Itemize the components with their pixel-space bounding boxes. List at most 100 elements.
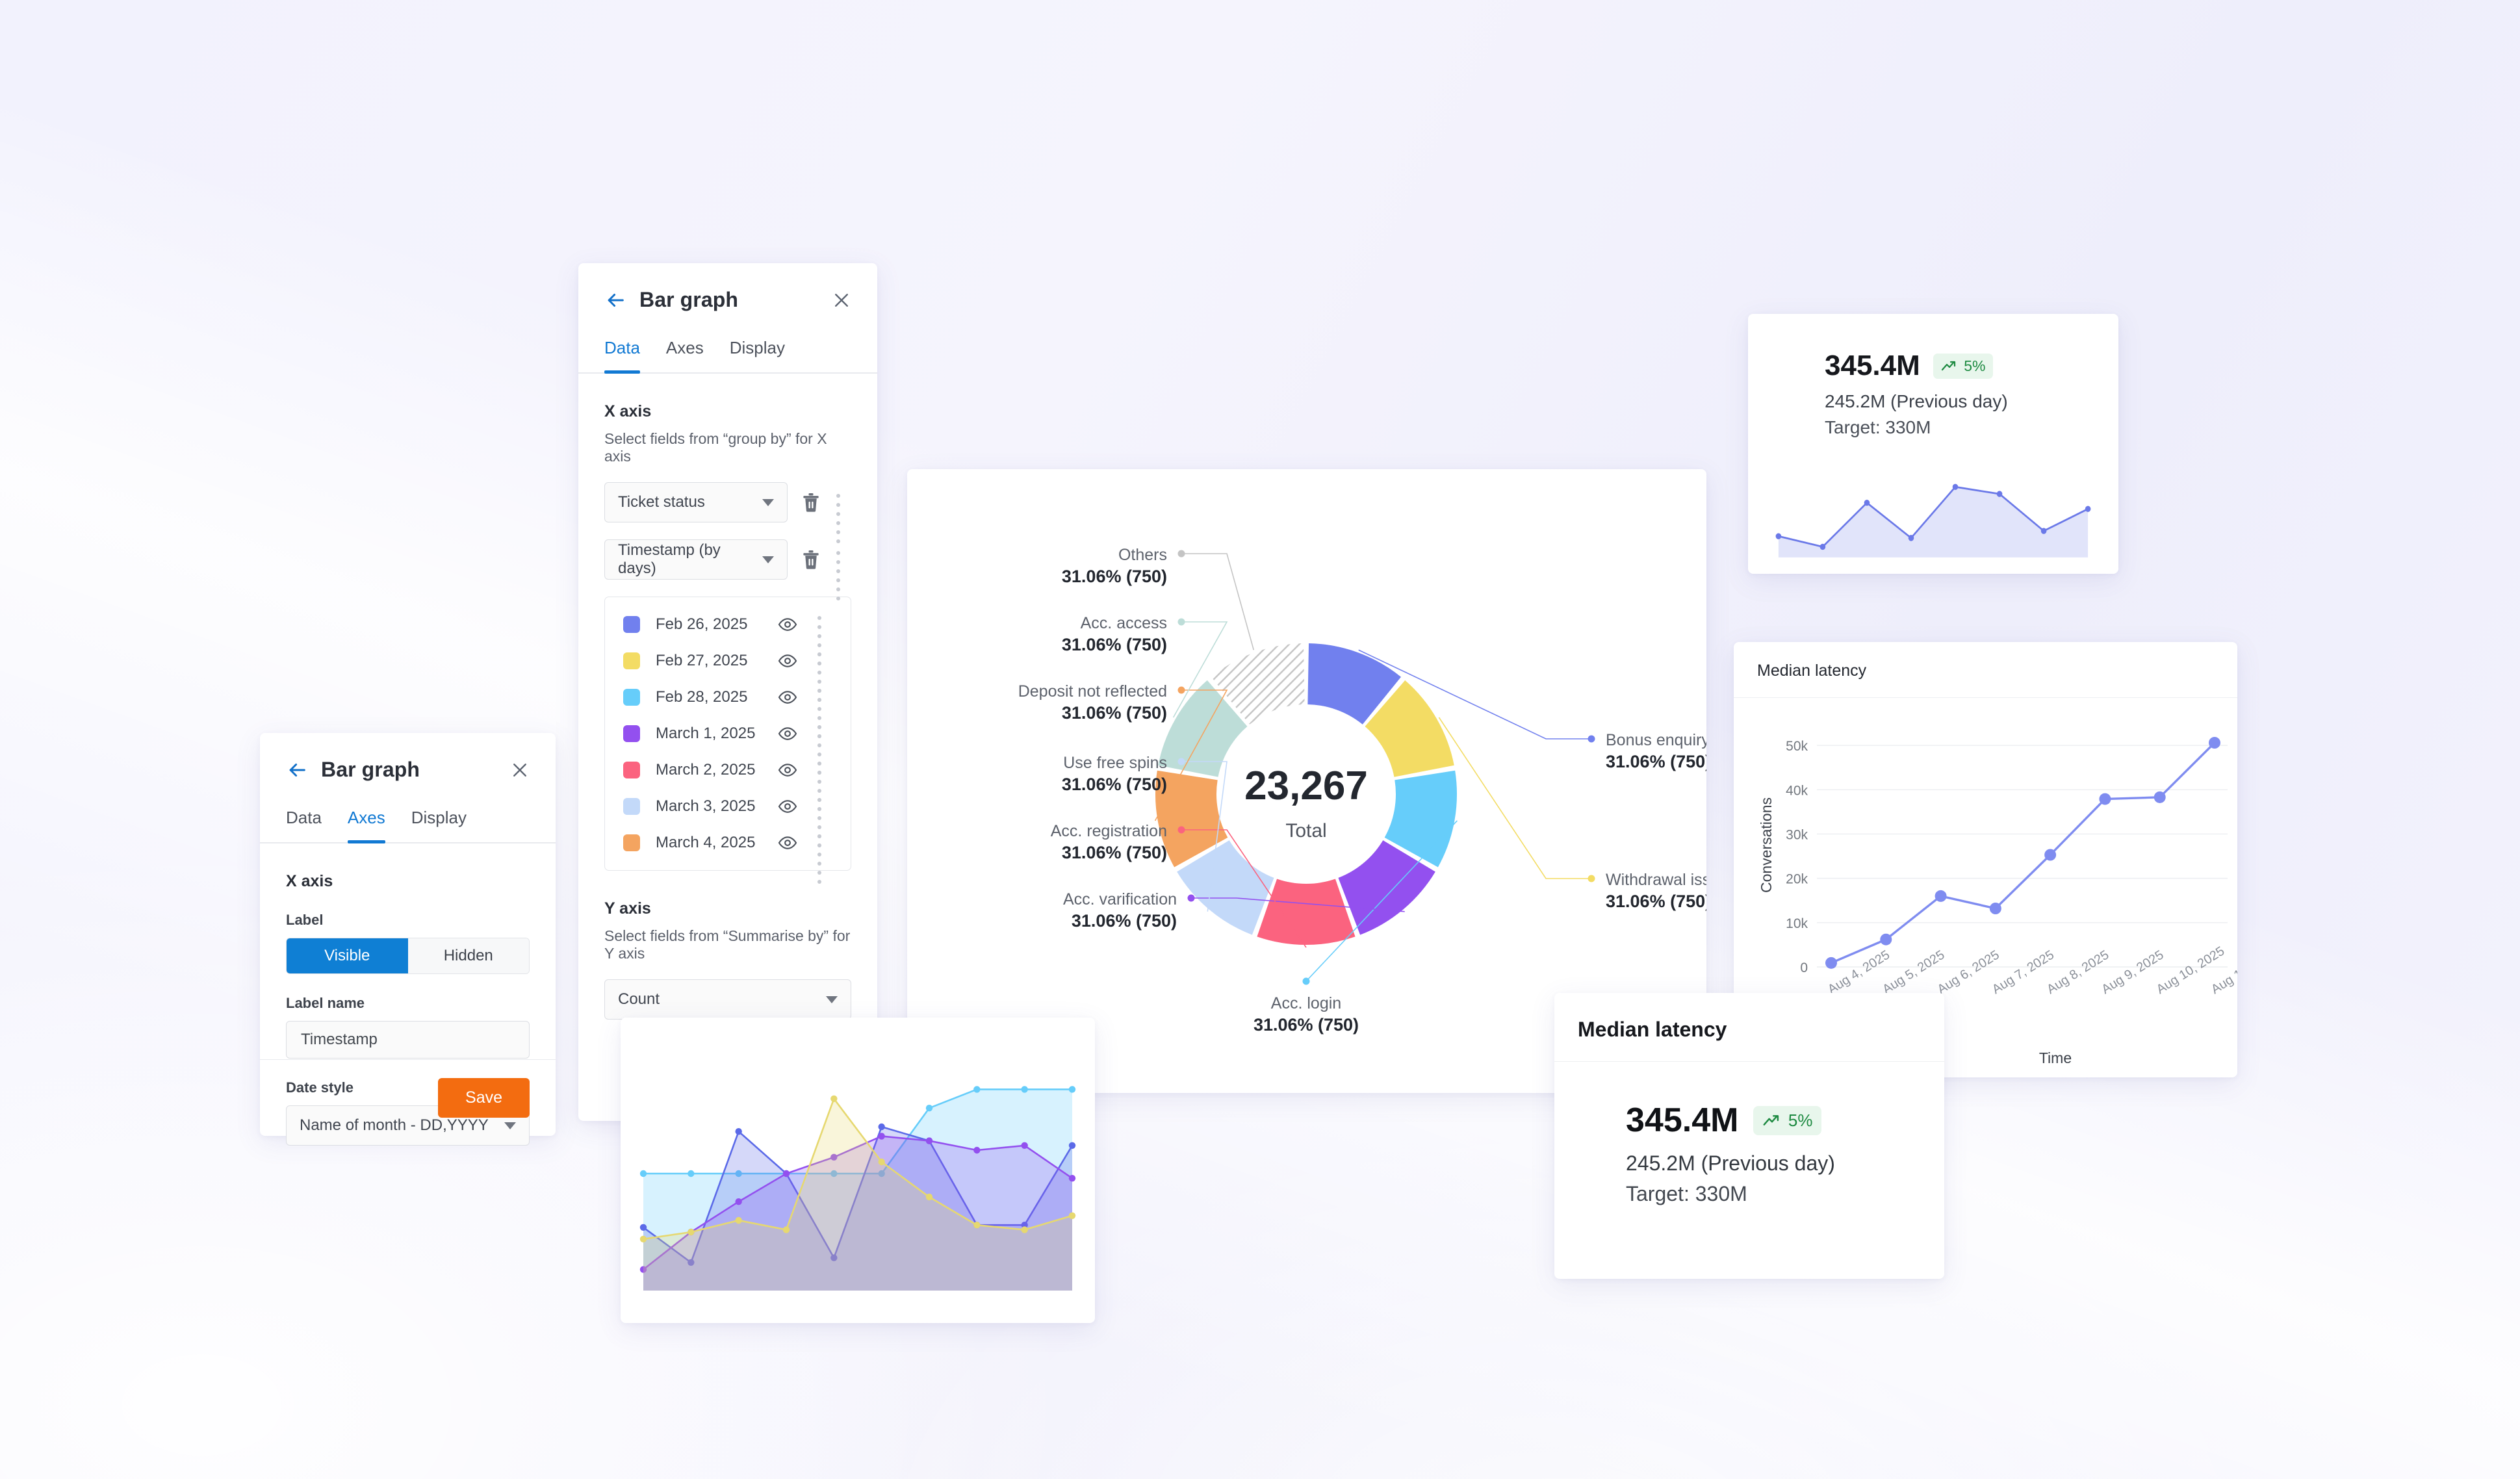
data-point[interactable] [830, 1254, 838, 1261]
drag-handle-icon[interactable] [814, 832, 832, 884]
data-point[interactable] [1864, 499, 1870, 506]
donut-slice[interactable] [1155, 770, 1228, 868]
data-point[interactable] [1819, 543, 1826, 550]
donut-slice[interactable] [1384, 770, 1457, 868]
eye-icon[interactable] [778, 654, 797, 668]
data-point[interactable] [1952, 483, 1959, 490]
eye-icon[interactable] [778, 727, 797, 741]
donut-slice[interactable] [1338, 840, 1435, 935]
tab-axes[interactable]: Axes [347, 808, 385, 843]
data-point[interactable] [830, 1095, 838, 1102]
data-point[interactable] [735, 1170, 742, 1177]
eye-icon[interactable] [778, 799, 797, 814]
data-point[interactable] [1935, 890, 1947, 902]
data-point[interactable] [639, 1235, 647, 1242]
donut-slice[interactable] [1211, 643, 1305, 725]
data-point[interactable] [973, 1222, 981, 1229]
data-point[interactable] [2085, 506, 2091, 512]
eye-icon[interactable] [778, 617, 797, 632]
data-point[interactable] [1068, 1212, 1076, 1219]
data-point[interactable] [1021, 1222, 1028, 1229]
data-point[interactable] [639, 1170, 647, 1177]
eye-icon[interactable] [778, 763, 797, 777]
tab-display[interactable]: Display [729, 338, 785, 357]
data-point[interactable] [1068, 1142, 1076, 1149]
data-point[interactable] [1825, 957, 1837, 969]
donut-slice[interactable] [1307, 643, 1402, 725]
data-point[interactable] [735, 1128, 742, 1135]
donut-slice[interactable] [1158, 680, 1248, 777]
data-point[interactable] [878, 1170, 885, 1177]
data-point[interactable] [1068, 1086, 1076, 1093]
data-point[interactable] [973, 1086, 981, 1093]
data-point[interactable] [1908, 535, 1914, 541]
data-point[interactable] [830, 1170, 838, 1177]
x-field-select-1[interactable]: Ticket status [604, 482, 788, 522]
donut-slice[interactable] [1257, 879, 1356, 945]
data-point[interactable] [688, 1228, 695, 1236]
data-point[interactable] [1996, 491, 2003, 497]
data-point[interactable] [1021, 1226, 1028, 1233]
trash-icon[interactable] [802, 492, 820, 513]
tab-data[interactable]: Data [604, 338, 640, 374]
drag-handle-icon[interactable] [814, 686, 832, 738]
data-point[interactable] [688, 1259, 695, 1266]
save-button[interactable]: Save [438, 1078, 530, 1118]
label-name-input[interactable]: Timestamp [286, 1021, 530, 1059]
drag-handle-icon[interactable] [814, 723, 832, 775]
close-icon[interactable] [832, 290, 851, 310]
list-item[interactable]: March 4, 2025 [608, 825, 848, 884]
list-item[interactable]: March 3, 2025 [608, 788, 848, 847]
close-icon[interactable] [510, 760, 530, 780]
data-point[interactable] [973, 1146, 981, 1154]
data-point[interactable] [925, 1137, 933, 1144]
list-item[interactable]: March 1, 2025 [608, 715, 848, 775]
data-point[interactable] [735, 1216, 742, 1224]
data-point[interactable] [639, 1224, 647, 1231]
list-item[interactable]: Feb 28, 2025 [608, 679, 848, 738]
data-point[interactable] [878, 1133, 885, 1140]
data-point[interactable] [830, 1153, 838, 1161]
drag-handle-icon[interactable] [814, 613, 832, 665]
data-point[interactable] [782, 1226, 790, 1233]
data-point[interactable] [2154, 791, 2166, 803]
data-point[interactable] [782, 1170, 790, 1177]
tab-data[interactable]: Data [286, 808, 322, 827]
data-point[interactable] [639, 1266, 647, 1273]
drag-handle-icon[interactable] [814, 759, 832, 811]
list-item[interactable]: Feb 27, 2025 [608, 643, 848, 702]
data-point[interactable] [1021, 1086, 1028, 1093]
y-field-select[interactable]: Count [604, 979, 851, 1020]
data-point[interactable] [925, 1193, 933, 1201]
data-point[interactable] [1068, 1175, 1076, 1182]
data-point[interactable] [688, 1170, 695, 1177]
toggle-hidden[interactable]: Hidden [407, 938, 529, 973]
drag-handle-icon[interactable] [814, 795, 832, 847]
x-field-select-2[interactable]: Timestamp (by days) [604, 539, 788, 580]
data-point[interactable] [2040, 528, 2047, 534]
data-point[interactable] [1775, 533, 1782, 539]
data-point[interactable] [2099, 793, 2111, 805]
drag-handle-icon[interactable] [814, 650, 832, 702]
drag-handle-icon[interactable] [833, 548, 851, 600]
drag-handle-icon[interactable] [833, 491, 851, 543]
data-point[interactable] [878, 1123, 885, 1131]
data-point[interactable] [2209, 737, 2220, 749]
data-point[interactable] [1880, 933, 1892, 945]
data-point[interactable] [735, 1198, 742, 1205]
tab-display[interactable]: Display [411, 808, 467, 827]
data-point[interactable] [925, 1105, 933, 1112]
trash-icon[interactable] [802, 549, 820, 570]
list-item[interactable]: Feb 26, 2025 [608, 606, 848, 665]
eye-icon[interactable] [778, 836, 797, 850]
tab-axes[interactable]: Axes [665, 338, 704, 357]
eye-icon[interactable] [778, 690, 797, 704]
back-arrow-icon[interactable] [604, 289, 626, 311]
toggle-visible[interactable]: Visible [287, 938, 408, 973]
data-point[interactable] [1989, 903, 2001, 914]
donut-slice[interactable] [1365, 680, 1454, 777]
list-item[interactable]: March 2, 2025 [608, 752, 848, 811]
data-point[interactable] [1021, 1142, 1028, 1149]
back-arrow-icon[interactable] [286, 759, 308, 781]
data-point[interactable] [878, 1158, 885, 1166]
